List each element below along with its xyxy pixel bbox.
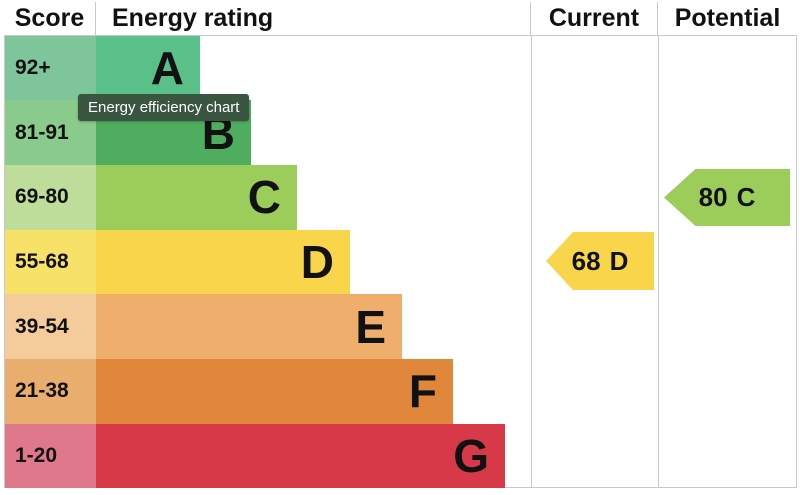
band-row: 39-54 E (5, 294, 402, 359)
band-bar: G (96, 423, 505, 489)
band-bar: F (96, 359, 453, 424)
potential-rating-value: 80 (698, 182, 728, 212)
band-row: 92+ A (5, 35, 200, 101)
score-column-header: Score (4, 2, 96, 35)
band-score-range: 39-54 (5, 294, 96, 359)
band-row: 55-68 D (5, 229, 350, 295)
band-bar: C (96, 164, 297, 230)
band-score-range: 55-68 (5, 229, 96, 295)
chart-tooltip: Energy efficiency chart (78, 94, 250, 121)
band-score-range: 69-80 (5, 164, 96, 230)
band-row: 21-38 F (5, 359, 453, 424)
band-row: 69-80 C (5, 164, 297, 230)
band-score-range: 92+ (5, 35, 96, 101)
band-row: 1-20 G (5, 423, 505, 489)
energy-rating-column-header: Energy rating (96, 2, 531, 35)
band-bar: A (96, 35, 200, 101)
potential-rating-arrow: 80 C (664, 169, 790, 226)
potential-column-header: Potential (674, 4, 781, 32)
current-rating-value: 68 (571, 245, 601, 276)
band-score-range: 21-38 (5, 359, 96, 424)
band-bar: E (96, 294, 402, 359)
current-rating-band: D (609, 245, 629, 276)
band-bar: D (96, 229, 350, 295)
chart-header-row: Score Energy rating Current Potential (4, 2, 797, 36)
potential-column-divider (658, 35, 659, 488)
current-column-divider (531, 35, 532, 488)
potential-rating-band: C (736, 182, 756, 212)
current-column-header: Current (531, 2, 658, 35)
band-score-range: 1-20 (5, 423, 96, 489)
band-score-range: 81-91 (5, 100, 96, 165)
